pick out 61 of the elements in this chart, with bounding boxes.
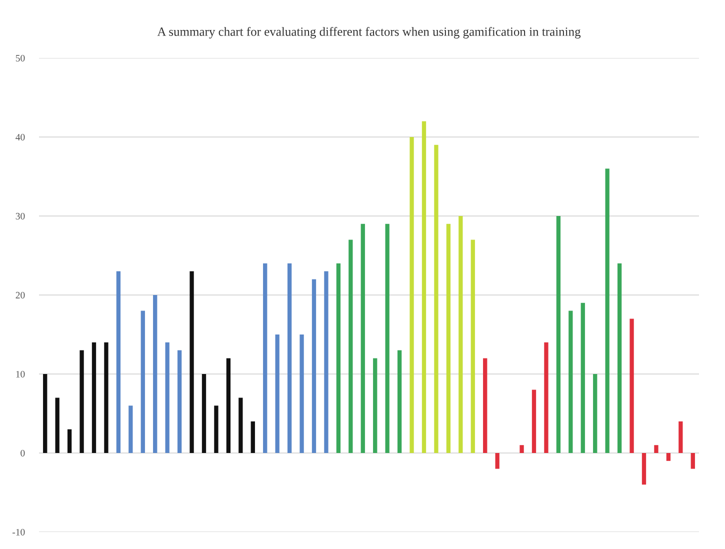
bar <box>300 334 304 453</box>
bar <box>617 263 622 453</box>
y-tick-label: 10 <box>16 370 25 378</box>
y-tick-label: 30 <box>16 212 25 220</box>
bar <box>605 168 610 453</box>
y-tick-label: -10 <box>12 528 25 536</box>
bar <box>568 310 573 453</box>
bar <box>666 453 671 461</box>
bar <box>250 421 255 453</box>
bar <box>580 302 585 453</box>
y-tick-label: 40 <box>16 134 25 140</box>
bar <box>593 374 598 453</box>
bar <box>642 453 646 485</box>
bar <box>483 358 488 453</box>
bar <box>202 374 206 453</box>
bar <box>690 453 695 469</box>
bar <box>177 350 182 453</box>
bar <box>55 398 60 453</box>
bar <box>373 358 378 453</box>
bar <box>92 342 96 453</box>
bar <box>678 421 683 453</box>
bar <box>532 390 536 453</box>
bar <box>287 263 292 453</box>
bar <box>446 224 451 453</box>
bar <box>238 398 243 453</box>
bar <box>214 406 218 453</box>
bar <box>336 263 341 453</box>
bar <box>128 406 133 453</box>
bar <box>116 271 121 453</box>
bar <box>556 216 561 453</box>
y-tick-label: 0 <box>20 450 25 456</box>
bar <box>324 271 328 453</box>
bar <box>140 310 145 453</box>
bar <box>104 342 108 453</box>
bar <box>67 429 72 453</box>
bar <box>520 445 524 453</box>
bar <box>312 279 316 453</box>
y-tick-label: 50 <box>16 54 25 62</box>
bar <box>434 144 438 453</box>
bar <box>495 453 500 469</box>
bar <box>263 263 268 453</box>
bar <box>80 350 84 453</box>
chart-title: A summary chart for evaluating different factors when using gamification in training <box>157 26 581 38</box>
bar <box>654 445 658 453</box>
bar <box>410 137 414 453</box>
bar <box>226 358 231 453</box>
bar <box>544 342 548 453</box>
bar <box>153 295 158 453</box>
bar <box>397 350 402 453</box>
bar <box>43 374 48 453</box>
bar <box>165 342 170 453</box>
bar <box>630 318 634 453</box>
bar <box>470 240 475 453</box>
bar <box>190 271 194 453</box>
y-tick-label: 20 <box>16 292 25 298</box>
bar <box>422 121 426 453</box>
bar <box>348 240 353 453</box>
bar <box>385 224 390 453</box>
bar <box>275 334 280 453</box>
bar <box>360 224 365 453</box>
bar <box>458 216 463 453</box>
